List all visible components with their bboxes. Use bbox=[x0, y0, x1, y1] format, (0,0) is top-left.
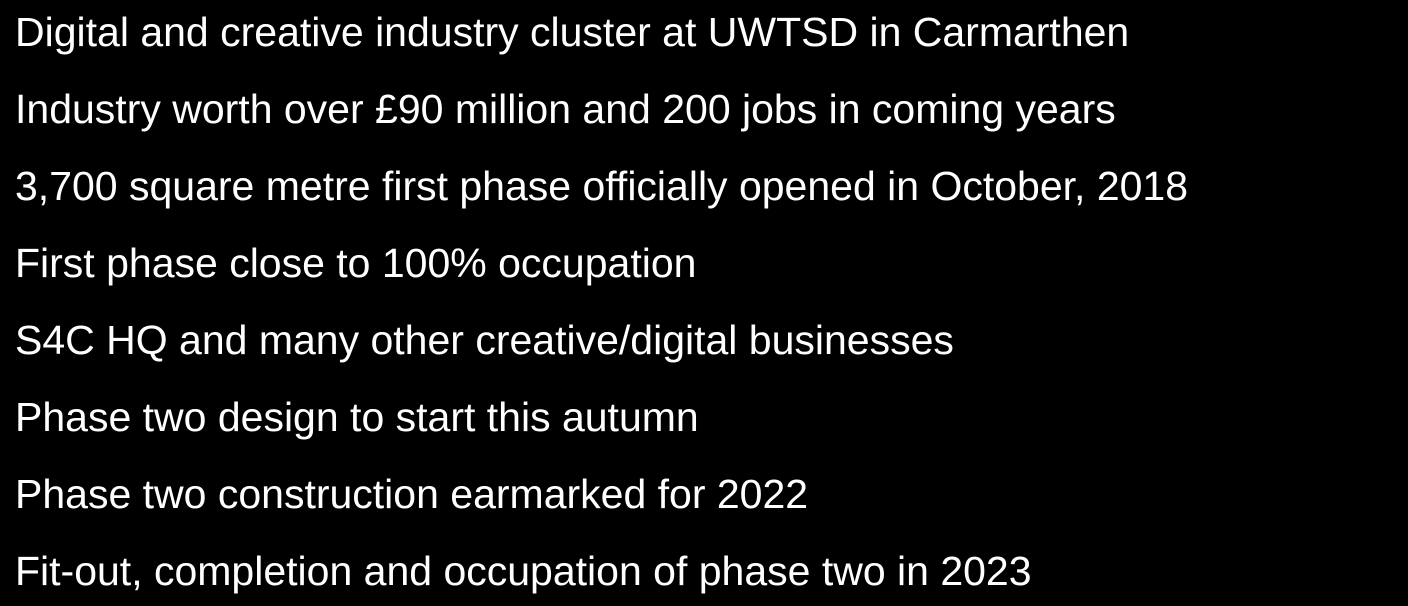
bullet-text: Fit-out, completion and occupation of ph… bbox=[15, 548, 1032, 594]
bullet-text: 3,700 square metre first phase officiall… bbox=[15, 163, 1189, 209]
bullet-text: First phase close to 100% occupation bbox=[15, 240, 697, 286]
bullet-text: Industry worth over £90 million and 200 … bbox=[15, 86, 1116, 132]
bullet-text: Phase two design to start this autumn bbox=[15, 394, 699, 440]
bullet-text: Digital and creative industry cluster at… bbox=[15, 9, 1130, 55]
bullet-text: Phase two construction earmarked for 202… bbox=[15, 471, 809, 517]
bullet-text: S4C HQ and many other creative/digital b… bbox=[15, 317, 954, 363]
